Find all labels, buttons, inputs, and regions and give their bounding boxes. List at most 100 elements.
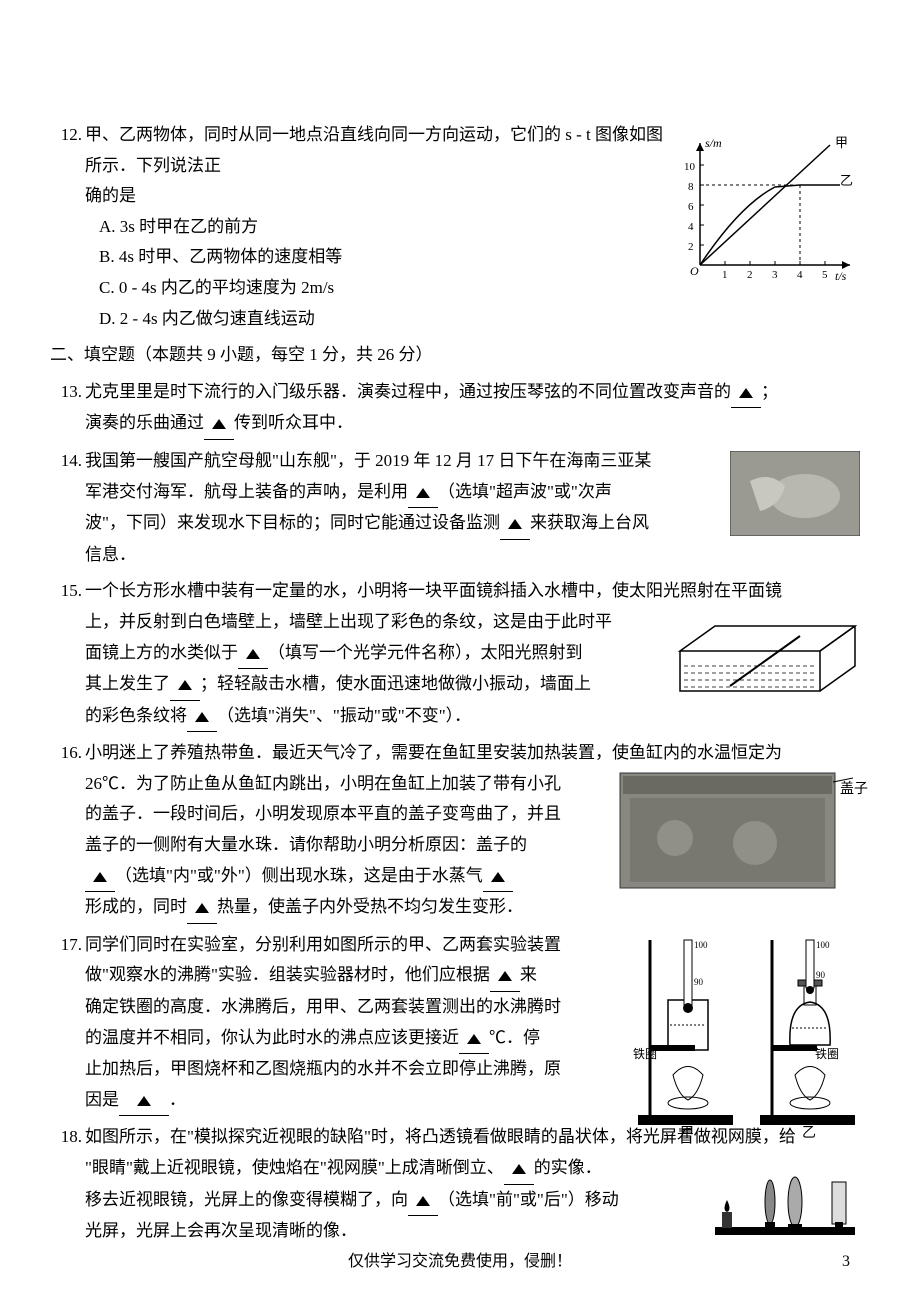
q17-l4a: 的温度并不相同，你认为此时水的沸点应该更接近: [85, 1028, 459, 1047]
q15-diagram: [670, 611, 860, 706]
q17-l2b: 来: [520, 965, 537, 984]
qnum-17: 17.: [50, 930, 82, 961]
qnum-13: 13.: [50, 377, 82, 408]
q13-l2b: 传到听众耳中．: [234, 413, 353, 432]
q14-l3b: 来获取海上台风: [530, 513, 649, 532]
q16-l1: 小明迷上了养殖热带鱼．最近天气冷了，需要在鱼缸里安装加热装置，使鱼缸内的水温恒定…: [85, 743, 782, 762]
q15-l5b: （选填"消失"、"振动"或"不变"）．: [217, 706, 471, 725]
q17-l4b: ℃．停: [489, 1028, 540, 1047]
q17-blank1: [490, 960, 520, 992]
svg-text:甲: 甲: [835, 135, 848, 150]
q15-l5a: 的彩色条纹将: [85, 706, 187, 725]
section-2-title: 二、填空题（本题共 9 小题，每空 1 分，共 26 分）: [50, 340, 850, 371]
svg-text:t/s: t/s: [835, 269, 847, 283]
svg-text:4: 4: [797, 269, 803, 281]
q16-l3: 的盖子．一段时间后，小明发现原本平直的盖子变弯曲了，并且: [85, 804, 561, 823]
q17-l2a: 做"观察水的沸腾"实验．组装实验器材时，他们应根据: [85, 965, 490, 984]
q17-l3: 确定铁圈的高度．水沸腾后，用甲、乙两套装置测出的水沸腾时: [85, 997, 561, 1016]
q12-graph: 24 68 10 12 34 5 O s/m t/s 甲 乙: [680, 135, 860, 285]
q13-l2a: 演奏的乐曲通过: [85, 413, 204, 432]
q16-l4: 盖子的一侧附有大量水珠．请你帮助小明分析原因：盖子的: [85, 835, 527, 854]
q18-l4: 光屏，光屏上会再次呈现清晰的像．: [85, 1221, 357, 1240]
q18-l3a: 移去近视眼镜，光屏上的像变得模糊了，向: [85, 1190, 408, 1209]
q18-l2a: "眼睛"戴上近视眼镜，使烛焰在"视网膜"上成清晰倒立、: [85, 1158, 504, 1177]
svg-text:100: 100: [816, 940, 830, 950]
svg-text:90: 90: [694, 977, 704, 987]
svg-text:4: 4: [688, 221, 694, 233]
q16-blank1: [85, 861, 115, 893]
svg-text:铁圈: 铁圈: [633, 1047, 657, 1061]
q12-line1: 甲、乙两物体，同时从同一地点沿直线向同一方向运动，它们的 s - t 图像如图所…: [85, 120, 670, 181]
exam-page: 12. 甲、乙两物体，同时从同一地点沿直线向同一方向运动，它们的 s - t 图…: [0, 0, 920, 1302]
q15-l4b: ；轻轻敲击水槽，使水面迅速地做微小振动，墙面上: [200, 674, 591, 693]
svg-text:O: O: [690, 264, 699, 278]
q12-line2: 确的是: [85, 181, 670, 212]
q16-l2: 26℃．为了防止鱼从鱼缸内跳出，小明在鱼缸上加装了带有小孔: [85, 774, 561, 793]
q16-lid-label: 盖子: [840, 781, 868, 797]
q12-optA: A. 3s 时甲在乙的前方: [85, 212, 670, 243]
q15-l1: 一个长方形水槽中装有一定量的水，小明将一块平面镜斜插入水槽中，使太阳光照射在平面…: [85, 581, 782, 600]
q16-blank2: [483, 861, 513, 893]
q15-l2: 上，并反射到白色墙壁上，墙壁上出现了彩色的条纹，这是由于此时平: [85, 612, 612, 631]
svg-text:1: 1: [722, 269, 728, 281]
q15-blank3: [187, 701, 217, 733]
q15-blank2: [170, 669, 200, 701]
q14-photo: [730, 451, 860, 536]
q17-l6a: 因是: [85, 1090, 119, 1109]
svg-text:6: 6: [688, 201, 694, 213]
q14-l1: 我国第一艘国产航空母舰"山东舰"，于 2019 年 12 月 17 日下午在海南…: [85, 451, 651, 470]
q12-optC: C. 0 - 4s 内乙的平均速度为 2m/s: [85, 273, 670, 304]
q14-l4: 信息．: [85, 545, 136, 564]
q16-l6b: 热量，使盖子内外受热不均匀发生变形．: [217, 897, 523, 916]
svg-text:2: 2: [688, 241, 694, 253]
q16-photo: 盖子: [615, 768, 875, 893]
q15-l3a: 面镜上方的水类似于: [85, 643, 238, 662]
svg-text:5: 5: [822, 269, 828, 281]
q13-blank1: [731, 377, 761, 409]
question-17: 17. 同学们同时在实验室，分别利用如图所示的甲、乙两套实验装置 做"观察水的沸…: [85, 930, 850, 1117]
q14-l3a: 波"，下同）来发现水下目标的；同时它能通过设备监测: [85, 513, 500, 532]
svg-text:10: 10: [684, 161, 696, 173]
qnum-14: 14.: [50, 446, 82, 477]
question-13: 13. 尤克里里是时下流行的入门级乐器．演奏过程中，通过按压琴弦的不同位置改变声…: [85, 377, 850, 440]
svg-text:3: 3: [772, 269, 778, 281]
q17-l1: 同学们同时在实验室，分别利用如图所示的甲、乙两套实验装置: [85, 935, 561, 954]
svg-text:铁圈: 铁圈: [815, 1047, 839, 1061]
q17-blank3: [119, 1085, 169, 1117]
q15-l4a: 其上发生了: [85, 674, 170, 693]
question-12: 12. 甲、乙两物体，同时从同一地点沿直线向同一方向运动，它们的 s - t 图…: [85, 120, 850, 334]
q17-blank2: [459, 1023, 489, 1055]
q14-l2b: （选填"超声波"或"次声: [438, 482, 612, 501]
q18-blank1: [504, 1153, 534, 1185]
q18-blank2: [408, 1185, 438, 1217]
q18-l3b: （选填"前"或"后"）移动: [438, 1190, 619, 1209]
q16-blank3: [187, 892, 217, 924]
qnum-18: 18.: [50, 1122, 82, 1153]
question-18: 18. 如图所示，在"模拟探究近视眼的缺陷"时，将凸透镜看做眼睛的晶状体，将光屏…: [85, 1122, 850, 1246]
q13-l1: 尤克里里是时下流行的入门级乐器．演奏过程中，通过按压琴弦的不同位置改变声音的: [85, 382, 731, 401]
q13-l1b: ；: [761, 382, 778, 401]
q12-optD: D. 2 - 4s 内乙做匀速直线运动: [85, 304, 670, 335]
q14-blank2: [500, 508, 530, 540]
q18-l2b: 的实像．: [534, 1158, 602, 1177]
qnum-15: 15.: [50, 576, 82, 607]
q17-l6b: ．: [169, 1090, 186, 1109]
q12-optB: B. 4s 时甲、乙两物体的速度相等: [85, 242, 670, 273]
q15-l3b: （填写一个光学元件名称），太阳光照射到: [268, 643, 583, 662]
q16-l5a: （选填"内"或"外"）侧出现水珠，这是由于水蒸气: [115, 866, 483, 885]
q17-l5: 止加热后，甲图烧杯和乙图烧瓶内的水并不会立即停止沸腾，原: [85, 1059, 561, 1078]
q17-diagram: 铁圈 10090 甲 铁圈: [630, 930, 870, 1140]
question-14: 14. 我国第一艘国产航空母舰"山东舰"，于 2019 年 12 月 17 日下…: [85, 446, 850, 570]
svg-text:s/m: s/m: [705, 136, 722, 150]
q13-blank2: [204, 408, 234, 440]
qnum-12: 12.: [50, 120, 82, 151]
q14-l2a: 军港交付海军．航母上装备的声呐，是利用: [85, 482, 408, 501]
svg-text:100: 100: [694, 940, 708, 950]
q18-diagram: [710, 1152, 860, 1247]
page-number: 3: [842, 1248, 850, 1277]
svg-text:90: 90: [816, 970, 826, 980]
q13-body: 尤克里里是时下流行的入门级乐器．演奏过程中，通过按压琴弦的不同位置改变声音的； …: [85, 377, 850, 440]
qnum-16: 16.: [50, 738, 82, 769]
question-16: 16. 小明迷上了养殖热带鱼．最近天气冷了，需要在鱼缸里安装加热装置，使鱼缸内的…: [85, 738, 850, 924]
svg-text:乙: 乙: [840, 173, 853, 188]
